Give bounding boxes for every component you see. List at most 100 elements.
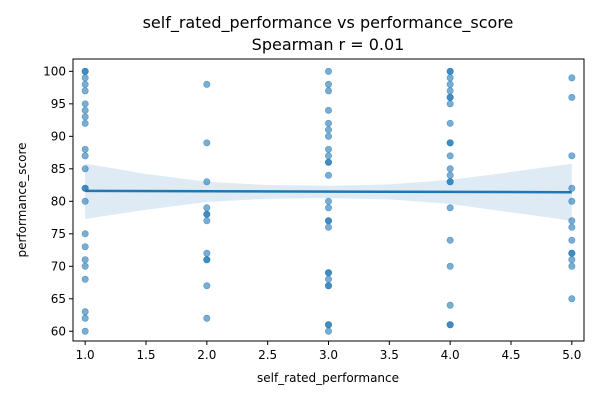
x-tick-label: 3.0 (319, 348, 338, 362)
data-point (81, 100, 89, 108)
data-point (203, 210, 211, 218)
x-tick-label: 1.5 (136, 348, 155, 362)
data-point (324, 106, 332, 114)
data-point (446, 236, 454, 244)
data-point (81, 327, 89, 335)
data-point (568, 152, 576, 160)
data-point (81, 314, 89, 322)
data-point (446, 139, 454, 147)
y-tick-label: 75 (51, 227, 66, 241)
data-point (446, 74, 454, 82)
data-point (446, 321, 454, 329)
y-axis-ticks: 60 65 70 75 80 85 90 95 100 (43, 64, 73, 338)
data-point (324, 269, 332, 277)
data-point (568, 249, 576, 257)
data-point (446, 178, 454, 186)
data-point (81, 74, 89, 82)
data-point (446, 171, 454, 179)
data-point (568, 223, 576, 231)
data-point (446, 301, 454, 309)
data-point (203, 314, 211, 322)
data-point (81, 165, 89, 173)
data-point (81, 67, 89, 75)
data-point (324, 171, 332, 179)
data-point (446, 262, 454, 270)
data-point (568, 217, 576, 225)
data-point (324, 158, 332, 166)
y-tick-label: 65 (51, 292, 66, 306)
data-point (324, 321, 332, 329)
data-point (324, 145, 332, 153)
data-point (324, 67, 332, 75)
data-point (568, 93, 576, 101)
data-point (568, 262, 576, 270)
data-point (203, 139, 211, 147)
data-point (324, 282, 332, 290)
data-point (568, 295, 576, 303)
data-point (446, 119, 454, 127)
data-point (81, 197, 89, 205)
y-tick-label: 80 (51, 194, 66, 208)
y-tick-label: 100 (43, 64, 66, 78)
data-point (203, 217, 211, 225)
x-tick-label: 2.0 (197, 348, 216, 362)
data-point (81, 106, 89, 114)
x-tick-label: 2.5 (258, 348, 277, 362)
data-point (81, 262, 89, 270)
data-point (324, 327, 332, 335)
data-point (568, 184, 576, 192)
data-point (324, 223, 332, 231)
data-point (446, 93, 454, 101)
data-point (203, 80, 211, 88)
data-point (203, 282, 211, 290)
y-tick-label: 90 (51, 129, 66, 143)
x-tick-label: 5.0 (562, 348, 581, 362)
x-tick-label: 1.0 (76, 348, 95, 362)
y-tick-label: 60 (51, 324, 66, 338)
data-point (324, 132, 332, 140)
data-point (81, 243, 89, 251)
data-point (81, 152, 89, 160)
data-point (446, 204, 454, 212)
data-point (446, 80, 454, 88)
chart-title: self_rated_performance vs performance_sc… (143, 13, 514, 33)
data-point (568, 236, 576, 244)
data-point (324, 204, 332, 212)
data-point (446, 87, 454, 95)
x-tick-label: 3.5 (380, 348, 399, 362)
data-point (324, 197, 332, 205)
x-tick-label: 4.5 (501, 348, 520, 362)
regression-line-layer (85, 189, 572, 194)
data-point (203, 256, 211, 264)
y-tick-label: 85 (51, 162, 66, 176)
x-axis-label: self_rated_performance (257, 371, 399, 385)
data-point (81, 230, 89, 238)
data-point (568, 197, 576, 205)
data-point (81, 145, 89, 153)
data-point (324, 119, 332, 127)
data-point (81, 275, 89, 283)
data-point (324, 152, 332, 160)
data-point (568, 256, 576, 264)
y-tick-label: 70 (51, 259, 66, 273)
data-point (81, 256, 89, 264)
y-tick-label: 95 (51, 97, 66, 111)
data-point (324, 126, 332, 134)
data-point (446, 152, 454, 160)
data-point (324, 275, 332, 283)
data-point (203, 178, 211, 186)
data-point (203, 204, 211, 212)
data-point (81, 80, 89, 88)
data-point (324, 217, 332, 225)
x-tick-label: 4.0 (441, 348, 460, 362)
data-points-layer (81, 67, 576, 335)
data-point (446, 100, 454, 108)
data-point (81, 119, 89, 127)
data-point (324, 87, 332, 95)
data-point (203, 249, 211, 257)
data-point (81, 113, 89, 121)
y-axis-label: performance_score (15, 142, 29, 257)
data-point (324, 80, 332, 88)
